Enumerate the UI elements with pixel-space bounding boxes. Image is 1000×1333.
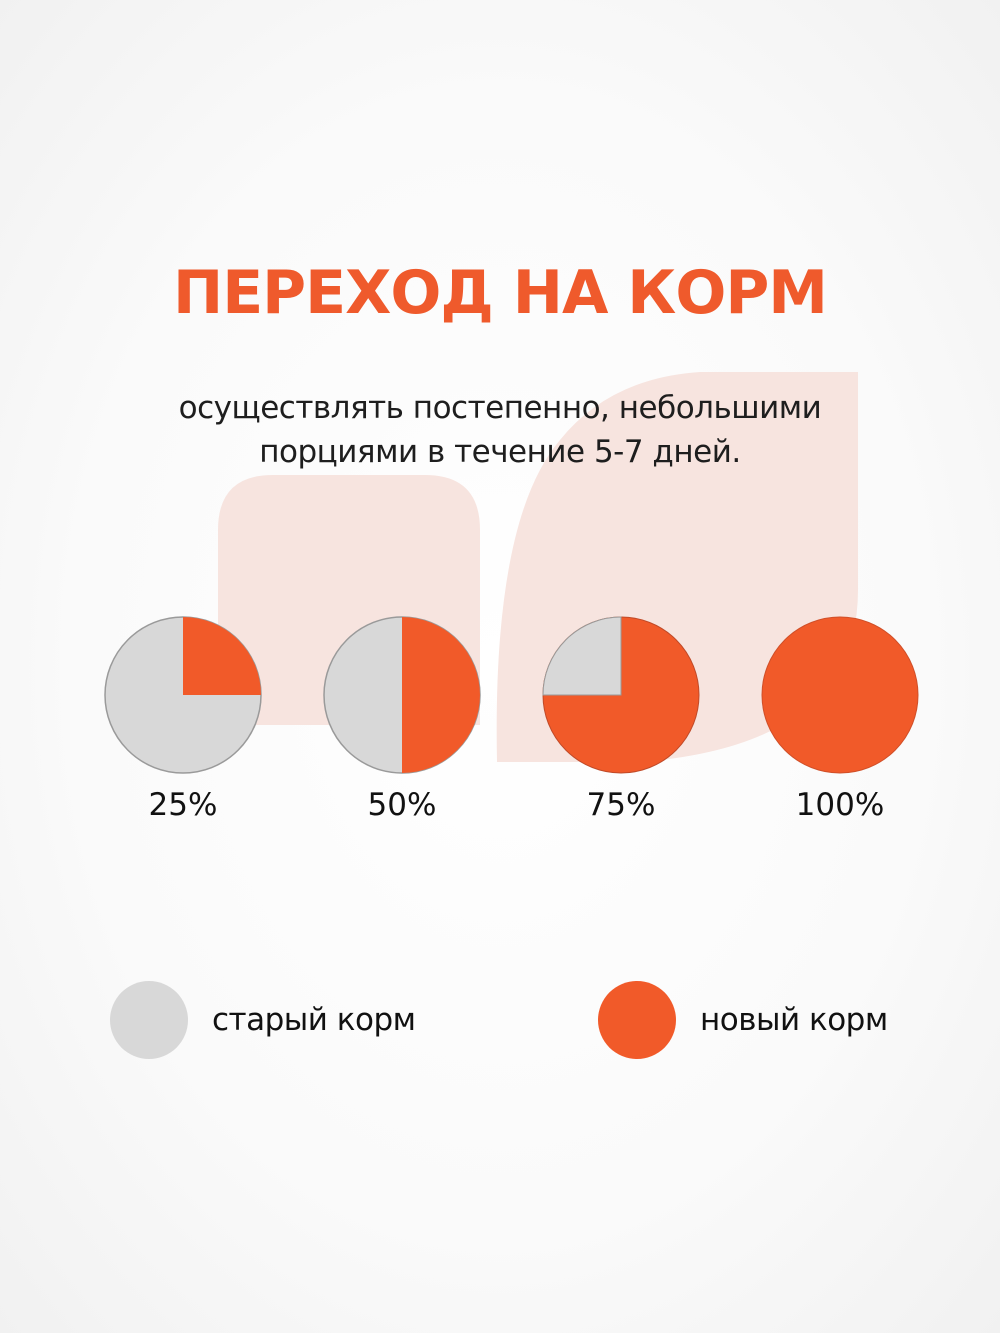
pie-label: 100%: [795, 787, 885, 823]
pie-label: 75%: [586, 787, 656, 823]
pie-chart-icon: [104, 616, 262, 774]
pie-75: 75%: [541, 615, 701, 835]
pie-chart-icon: [542, 616, 700, 774]
pie-100: 100%: [760, 615, 920, 835]
page-title: ПЕРЕХОД НА КОРМ: [172, 258, 828, 328]
legend-swatch-new-icon: [598, 981, 676, 1059]
subtitle-line-2: порциями в течение 5-7 дней.: [259, 434, 741, 470]
pie-50: 50%: [322, 615, 482, 835]
pie-chart-icon: [323, 616, 481, 774]
pie-label: 50%: [367, 787, 437, 823]
legend-label: старый корм: [212, 1002, 416, 1038]
legend-new-food: новый корм: [598, 980, 888, 1060]
legend-label: новый корм: [700, 1002, 888, 1038]
pie-25: 25%: [103, 615, 263, 835]
legend-swatch-old-icon: [110, 981, 188, 1059]
legend-old-food: старый корм: [110, 980, 416, 1060]
pie-label: 25%: [148, 787, 218, 823]
subtitle: осуществлять постепенно, небольшими порц…: [0, 386, 1000, 474]
subtitle-line-1: осуществлять постепенно, небольшими: [178, 390, 822, 426]
pie-chart-icon: [761, 616, 919, 774]
